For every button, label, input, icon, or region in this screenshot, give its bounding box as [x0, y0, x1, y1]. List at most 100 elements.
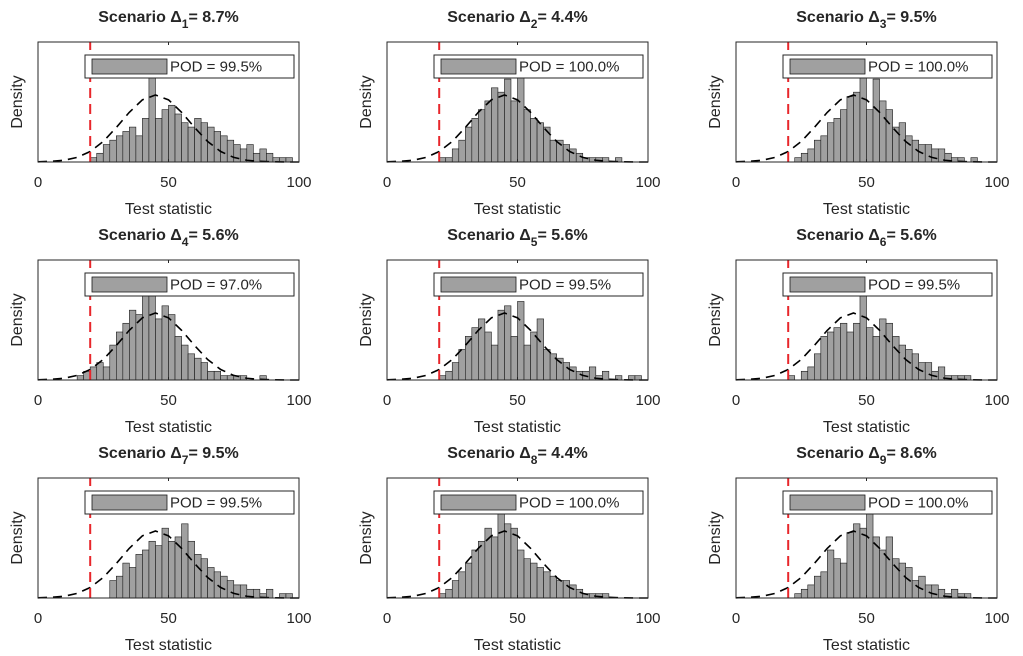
- legend-swatch: [91, 58, 168, 75]
- histogram-bar: [504, 305, 512, 381]
- histogram-bar: [549, 139, 557, 163]
- histogram-bar: [471, 549, 479, 599]
- histogram-bar: [504, 523, 512, 599]
- title-subscript: 2: [531, 17, 538, 31]
- histogram-bar: [602, 157, 610, 163]
- x-axis-label: Test statistic: [823, 637, 910, 654]
- histogram-bar: [497, 91, 505, 163]
- histogram-bar: [135, 314, 143, 381]
- legend-swatch: [440, 58, 517, 75]
- histogram-bar: [168, 540, 176, 599]
- x-axis-label: Test statistic: [474, 201, 561, 218]
- histogram-bar: [116, 575, 124, 599]
- histogram-bar: [569, 584, 577, 599]
- y-axis-label: Density: [9, 75, 26, 128]
- histogram-bar: [226, 139, 235, 163]
- histogram-bar: [905, 567, 913, 599]
- y-axis-label: Density: [707, 75, 724, 128]
- x-tick-label: 50: [858, 174, 875, 191]
- chart-title: Scenario Δ3= 9.5%: [796, 9, 936, 31]
- histogram-bar: [885, 322, 893, 381]
- x-axis-label: Test statistic: [474, 637, 561, 654]
- title-suffix: = 9.5%: [188, 445, 238, 462]
- histogram-bar: [181, 523, 189, 599]
- x-tick-label: 50: [509, 392, 526, 409]
- histogram-bar: [504, 78, 512, 163]
- histogram-bar: [892, 336, 900, 381]
- legend-swatch: [789, 494, 866, 511]
- histogram-bar: [194, 554, 202, 599]
- histogram-bar: [543, 571, 551, 599]
- chart-title: Scenario Δ6= 5.6%: [796, 227, 936, 249]
- histogram-bar: [879, 318, 887, 381]
- histogram-bar: [807, 584, 815, 599]
- histogram-bar: [96, 152, 104, 163]
- histogram-bar: [530, 118, 538, 163]
- histogram-bar: [536, 318, 544, 381]
- histogram-bar: [879, 549, 887, 599]
- histogram-bar: [510, 100, 518, 163]
- histogram-bar: [931, 148, 939, 163]
- title-suffix: = 9.5%: [886, 9, 936, 26]
- chart-title: Scenario Δ8= 4.4%: [447, 445, 587, 467]
- y-axis-label: Density: [358, 293, 375, 346]
- chart-title: Scenario Δ1= 8.7%: [98, 9, 238, 31]
- legend-swatch: [440, 494, 517, 511]
- histogram-bar: [168, 104, 176, 163]
- legend-label: POD = 99.5%: [519, 276, 611, 293]
- title-suffix: = 5.6%: [188, 227, 238, 244]
- histogram-bar: [833, 558, 841, 599]
- histogram-bar: [187, 126, 195, 163]
- histogram-bar: [846, 96, 854, 163]
- x-axis-label: Test statistic: [823, 419, 910, 436]
- histogram-bar: [898, 344, 906, 381]
- fit-curve: [735, 530, 997, 599]
- histogram-bar: [76, 375, 84, 381]
- histogram-bar: [840, 322, 848, 381]
- histogram-bar: [602, 593, 610, 599]
- histogram-bar: [129, 567, 137, 599]
- histogram-bar: [827, 549, 835, 599]
- title-subscript: 9: [880, 453, 887, 467]
- histogram-bar: [161, 109, 169, 163]
- histogram-bar: [872, 336, 880, 381]
- histogram-bar: [840, 109, 848, 163]
- x-tick-label: 0: [383, 610, 391, 627]
- histogram-bar: [451, 148, 460, 163]
- legend-swatch: [440, 276, 517, 293]
- histogram-bar: [174, 113, 182, 163]
- histogram-bar: [898, 562, 906, 599]
- histogram-bar: [846, 331, 854, 381]
- x-tick-label: 0: [34, 174, 42, 191]
- histogram-bar: [530, 331, 538, 381]
- histogram-bar: [207, 567, 215, 599]
- histogram-bar: [155, 545, 163, 599]
- histogram-bar: [471, 327, 479, 381]
- histogram-bar: [833, 327, 841, 381]
- histogram-bar: [181, 344, 189, 381]
- histogram-bar: [491, 536, 499, 599]
- legend-swatch: [789, 58, 866, 75]
- histogram-bar: [905, 135, 913, 163]
- histogram-bar: [892, 558, 900, 599]
- title-text: Scenario Δ: [796, 445, 880, 462]
- legend-label: POD = 100.0%: [519, 494, 619, 511]
- histogram-bar: [602, 370, 610, 381]
- histogram-bar: [142, 549, 150, 599]
- legend-label: POD = 100.0%: [868, 494, 968, 511]
- histogram-bar: [549, 575, 557, 599]
- histogram-bar: [266, 588, 274, 599]
- histogram-bar: [458, 571, 466, 599]
- histogram-bar: [155, 118, 163, 163]
- histogram-bar: [813, 139, 822, 163]
- histogram-bar: [220, 135, 228, 163]
- histogram-bar: [853, 322, 861, 381]
- x-tick-label: 0: [732, 392, 740, 409]
- histogram-bar: [820, 336, 828, 381]
- title-subscript: 1: [182, 17, 189, 31]
- histogram-bar: [905, 349, 913, 381]
- fit-curve: [386, 312, 648, 381]
- x-tick-label: 100: [984, 174, 1009, 191]
